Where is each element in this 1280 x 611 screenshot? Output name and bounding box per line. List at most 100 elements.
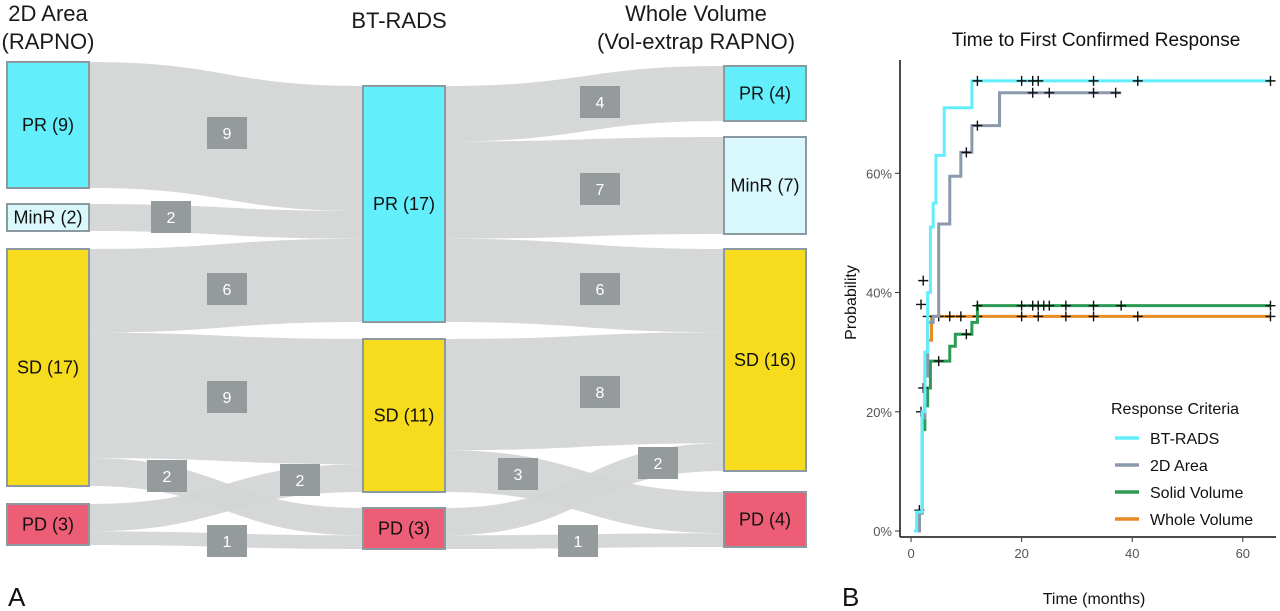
sankey-flow-label-box	[580, 86, 620, 118]
sankey-flow-label-b_pr-c_pr: 4	[580, 86, 620, 118]
sankey-flow-label-a_sd-b_sd: 9	[207, 381, 247, 413]
sankey-flow-label-text: 9	[223, 390, 232, 407]
sankey-flow-label-text: 7	[596, 182, 605, 199]
sankey-node-label: PD (3)	[22, 515, 74, 535]
km-plot: Time to First Confirmed Response 0 20 40 60…	[843, 30, 1276, 608]
sankey-nodes: PR (9) MinR (2) SD (17) PD (3) PR (17) SD (11…	[6, 61, 807, 550]
sankey-node-label: SD (16)	[734, 350, 796, 370]
km-axes: 0 20 40 60 0% 20% 40% 60%	[866, 60, 1276, 561]
km-censor-mark	[1132, 311, 1143, 322]
km-censor-mark	[961, 329, 972, 340]
km-legend-label: 2D Area	[1150, 458, 1208, 475]
sankey-flow-label-b_sd-c_sd: 8	[580, 376, 620, 408]
sankey-header-col1-line0: BT-RADS	[351, 8, 446, 33]
km-censor-mark	[1016, 300, 1027, 311]
sankey-flow-label-text: 6	[223, 282, 232, 299]
km-legend-item-2d-area: 2D Area	[1115, 458, 1208, 475]
sankey-node-label: SD (11)	[374, 406, 435, 426]
km-censor-mark	[1088, 75, 1099, 86]
km-legend-label: Solid Volume	[1150, 485, 1243, 502]
sankey-node-rect	[6, 248, 90, 487]
sankey-flow-label-text: 2	[296, 473, 305, 490]
sankey-node-label: PR (17)	[373, 194, 435, 214]
sankey-header-col2-line1: (Vol-extrap RAPNO)	[597, 29, 795, 54]
sankey-flow-label-a_pd-b_pd: 1	[207, 525, 247, 557]
sankey-node-b_pr: PR (17)	[362, 85, 446, 323]
km-censor-mark	[961, 147, 972, 158]
sankey-flow-label-text: 2	[654, 456, 663, 473]
sankey-flow-label-box	[207, 525, 247, 557]
sankey-flow-label-text: 3	[514, 467, 523, 484]
sankey-node-rect	[362, 507, 446, 550]
sankey-flow-label-a_pr-b_pr: 9	[207, 117, 247, 149]
km-censor-mark	[1016, 75, 1027, 86]
km-y-tick-label: 60%	[866, 166, 892, 181]
km-censor-mark	[1033, 311, 1044, 322]
km-y-axis-label: Probability	[843, 265, 860, 340]
km-censor-mark	[944, 311, 955, 322]
sankey-node-b_sd: SD (11)	[362, 338, 446, 493]
km-censor-mark	[916, 299, 927, 310]
sankey-node-rect	[723, 65, 807, 122]
km-y-tick-label: 20%	[866, 405, 892, 420]
sankey-flow-label-a_sd-b_pd: 2	[147, 460, 187, 492]
sankey-node-label: SD (17)	[17, 358, 79, 378]
sankey-node-rect	[6, 203, 90, 232]
sankey-flow-label-box	[580, 173, 620, 205]
km-censor-mark	[1088, 311, 1099, 322]
km-y-tick-label: 0%	[873, 524, 892, 539]
sankey-flow-label-text: 2	[167, 210, 176, 227]
sankey-flow-label-box	[638, 447, 678, 479]
sankey-node-a_pr: PR (9)	[6, 61, 90, 189]
km-censor-mark	[1110, 87, 1121, 98]
sankey-node-rect	[6, 61, 90, 189]
sankey-flow-label-a_sd-b_pr: 6	[207, 273, 247, 305]
km-series-bt-rads	[913, 75, 1276, 533]
sankey-flow-label-box	[147, 460, 187, 492]
sankey-flow-label-box	[580, 273, 620, 305]
km-censor-mark	[1265, 75, 1276, 86]
km-censor-mark	[955, 311, 966, 322]
km-censor-mark	[1088, 87, 1099, 98]
km-step-line	[913, 79, 1271, 533]
sankey-diagram: PR (9) MinR (2) SD (17) PD (3) PR (17) SD (11…	[2, 1, 807, 557]
sankey-flow-label-text: 4	[596, 95, 605, 112]
km-censor-mark	[1016, 311, 1027, 322]
km-censor-mark	[1060, 300, 1071, 311]
km-x-tick-label: 60	[1236, 546, 1250, 561]
km-x-tick-label: 40	[1125, 546, 1139, 561]
sankey-node-rect	[6, 503, 90, 546]
km-legend-item-bt-rads: BT-RADS	[1115, 431, 1219, 448]
panel-letter-b: B	[842, 582, 859, 611]
sankey-node-c_pr: PR (4)	[723, 65, 807, 122]
km-censor-mark	[1265, 311, 1276, 322]
km-censor-mark	[1088, 300, 1099, 311]
sankey-node-label: PD (3)	[378, 519, 430, 539]
sankey-node-label: MinR (7)	[730, 176, 799, 196]
sankey-node-rect	[723, 491, 807, 548]
km-censor-mark	[1033, 75, 1044, 86]
km-legend-item-solid-volume: Solid Volume	[1115, 485, 1243, 502]
km-censor-mark	[1044, 87, 1055, 98]
sankey-flow-label-text: 6	[596, 282, 605, 299]
sankey-node-label: MinR (2)	[13, 208, 82, 228]
sankey-flow-label-a_pd-b_sd: 2	[280, 464, 320, 496]
sankey-flow-label-text: 9	[223, 126, 232, 143]
sankey-node-label: PR (9)	[22, 115, 74, 135]
km-title: Time to First Confirmed Response	[952, 30, 1241, 51]
sankey-flow-label-b_pr-c_sd: 6	[580, 273, 620, 305]
km-censor-mark	[918, 382, 929, 393]
sankey-flow-label-text: 1	[574, 534, 583, 551]
km-legend-title: Response Criteria	[1111, 401, 1239, 418]
km-x-axis-label: Time (months)	[1043, 591, 1146, 608]
panel-letter-a: A	[8, 582, 26, 611]
km-series-2d-area	[916, 87, 1122, 533]
sankey-flow-labels: 9 2 6 9 2 2 1 4 7 6 8 3 2 1	[147, 86, 678, 557]
km-y-tick-label: 40%	[866, 286, 892, 301]
sankey-node-c_minr: MinR (7)	[723, 136, 807, 235]
sankey-flow-label-text: 8	[596, 385, 605, 402]
sankey-node-rect	[723, 248, 807, 472]
km-censor-mark	[972, 120, 983, 131]
sankey-node-a_sd: SD (17)	[6, 248, 90, 487]
sankey-flow-label-b_pr-c_minr: 7	[580, 173, 620, 205]
